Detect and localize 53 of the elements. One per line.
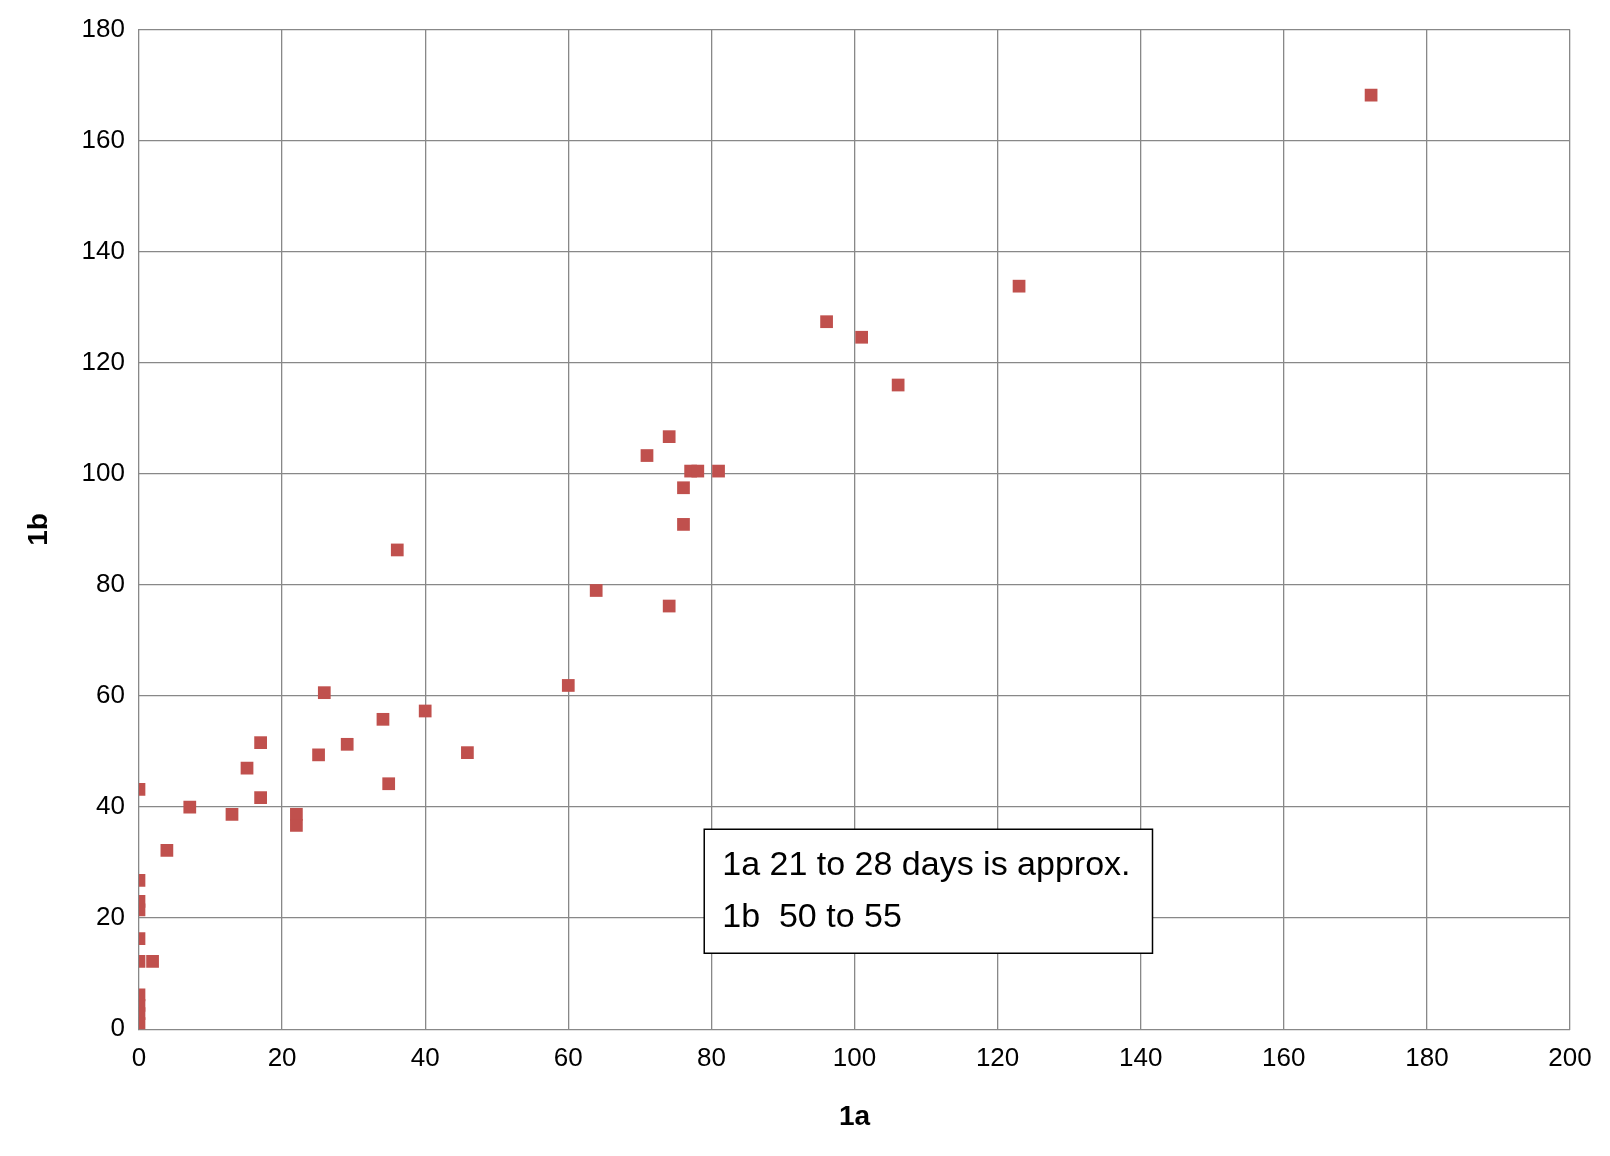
point xyxy=(662,430,676,444)
point xyxy=(254,736,267,750)
y-tick-label: 160 xyxy=(81,123,125,154)
point xyxy=(183,800,197,814)
x-tick-label: 60 xyxy=(553,1041,583,1072)
point xyxy=(240,761,254,775)
y-tick-label: 40 xyxy=(96,790,125,821)
point xyxy=(820,315,833,329)
point xyxy=(891,378,905,392)
point xyxy=(561,679,575,692)
point xyxy=(589,584,603,597)
point xyxy=(1012,279,1026,293)
point xyxy=(312,748,325,762)
point xyxy=(461,746,474,760)
point xyxy=(712,464,725,478)
x-tick-label: 40 xyxy=(410,1041,440,1072)
point xyxy=(677,518,690,531)
point xyxy=(290,819,303,832)
x-tick-label: 80 xyxy=(696,1041,726,1072)
point xyxy=(390,543,404,557)
y-tick-label: 140 xyxy=(81,234,125,265)
point xyxy=(317,686,331,700)
x-tick-label: 180 xyxy=(1405,1041,1449,1072)
y-tick-label: 60 xyxy=(96,679,125,710)
point xyxy=(225,807,239,821)
y-axis-title: 1b xyxy=(21,513,53,546)
x-tick-label: 200 xyxy=(1548,1041,1592,1072)
point xyxy=(691,464,705,478)
x-tick-label: 140 xyxy=(1119,1041,1163,1072)
point xyxy=(160,844,174,857)
point xyxy=(640,449,654,462)
point xyxy=(382,777,396,791)
point xyxy=(662,599,676,613)
point xyxy=(146,955,159,968)
x-tick-label: 0 xyxy=(131,1041,147,1072)
annotation: 1a 21 to 28 days is approx. 1b 50 to 55 xyxy=(722,843,1131,934)
point xyxy=(340,737,354,751)
y-tick-label: 100 xyxy=(81,457,125,488)
y-tick-label: 120 xyxy=(81,345,125,376)
y-tick-label: 20 xyxy=(96,901,125,932)
x-axis-title: 1a xyxy=(838,1099,871,1131)
x-tick-label: 20 xyxy=(267,1041,297,1072)
point xyxy=(677,481,690,495)
y-tick-label: 80 xyxy=(96,568,125,599)
point xyxy=(418,704,432,718)
y-tick-label: 180 xyxy=(81,12,125,43)
y-tick-label: 0 xyxy=(110,1012,125,1043)
x-tick-label: 100 xyxy=(832,1041,877,1072)
x-tick-label: 120 xyxy=(975,1041,1020,1072)
point xyxy=(254,791,267,804)
point xyxy=(855,330,869,344)
x-tick-label: 160 xyxy=(1262,1041,1306,1072)
point xyxy=(376,712,390,726)
